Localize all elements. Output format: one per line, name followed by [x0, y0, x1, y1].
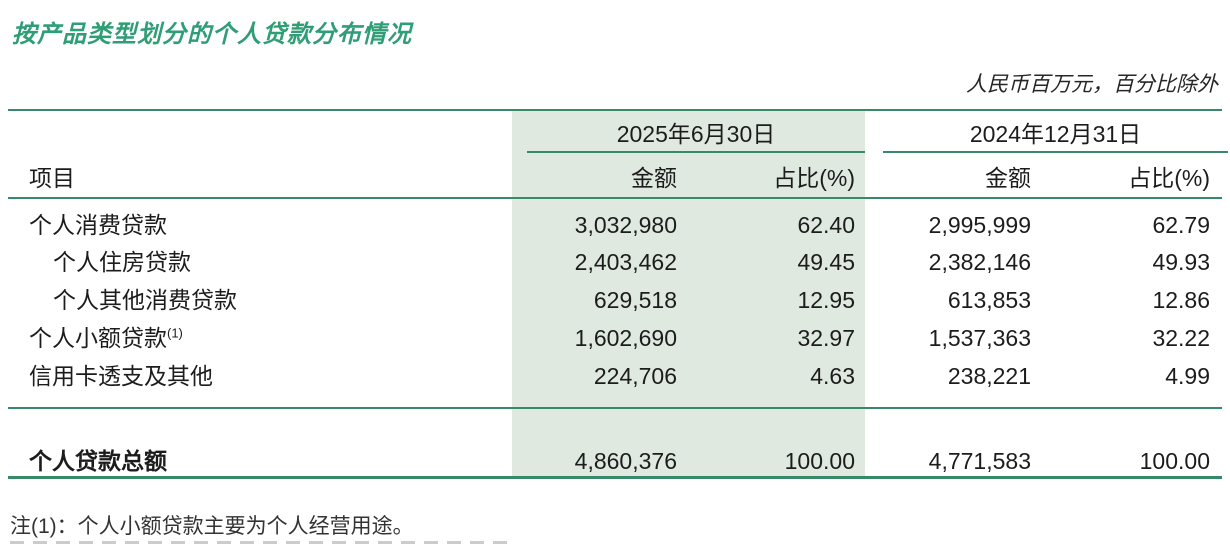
amount-cell-2024: 1,537,363: [928, 325, 1031, 351]
current-period-highlight-column: [512, 111, 865, 476]
pct-cell-2025: 49.45: [797, 249, 855, 275]
pct-cell-2024: 49.93: [1152, 249, 1210, 275]
row-label: 个人住房贷款: [53, 249, 191, 275]
pct-header-2025: 占比(%): [773, 165, 855, 191]
item-column-header: 项目: [29, 165, 75, 191]
amount-header-2025: 金额: [631, 165, 677, 191]
total-pct-cell-2024: 100.00: [1139, 448, 1210, 474]
row-label: 信用卡透支及其他: [29, 363, 213, 389]
units-note: 人民币百万元，百分比除外: [966, 73, 1218, 96]
pct-cell-2024: 12.86: [1152, 287, 1210, 313]
table-row: 个人消费贷款 3,032,980 62.40 2,995,999 62.79: [0, 206, 1230, 244]
sub-header-row: 项目 金额 占比(%) 金额 占比(%): [0, 164, 1230, 192]
pct-cell-2025: 4.63: [810, 363, 855, 389]
column-group-2025-underline: [527, 151, 865, 153]
table-row: 信用卡透支及其他 224,706 4.63 238,221 4.99: [0, 357, 1230, 395]
pct-cell-2024: 62.79: [1152, 212, 1210, 238]
row-label: 个人消费贷款: [29, 212, 167, 238]
pct-header-2024: 占比(%): [1128, 165, 1210, 191]
table-row: 个人小额贷款(1) 1,602,690 32.97 1,537,363 32.2…: [0, 319, 1230, 357]
body-bottom-rule: [8, 407, 1222, 409]
pct-cell-2025: 62.40: [797, 212, 855, 238]
amount-cell-2025: 1,602,690: [574, 325, 677, 351]
clipped-second-footnote: [10, 541, 510, 544]
amount-cell-2025: 2,403,462: [574, 249, 677, 275]
pct-cell-2024: 4.99: [1165, 363, 1210, 389]
column-group-2024: 2024年12月31日: [969, 121, 1142, 147]
total-bottom-rule: [8, 476, 1222, 479]
total-row: 个人贷款总额 4,860,376 100.00 4,771,583 100.00: [0, 442, 1230, 480]
total-amount-cell-2024: 4,771,583: [928, 448, 1031, 474]
total-row-label: 个人贷款总额: [29, 448, 167, 474]
row-label: 个人其他消费贷款: [53, 287, 237, 313]
page-title: 按产品类型划分的个人贷款分布情况: [12, 21, 412, 48]
footnote-ref-1: (1): [167, 325, 183, 341]
column-group-2024-underline: [883, 151, 1228, 153]
amount-cell-2024: 238,221: [947, 363, 1031, 389]
column-group-2025: 2025年6月30日: [616, 121, 776, 147]
pct-cell-2025: 32.97: [797, 325, 855, 351]
amount-cell-2024: 2,382,146: [928, 249, 1031, 275]
row-label: 个人小额贷款(1): [29, 325, 183, 351]
table-row: 个人住房贷款 2,403,462 49.45 2,382,146 49.93: [0, 243, 1230, 281]
amount-cell-2025: 224,706: [593, 363, 677, 389]
amount-cell-2025: 629,518: [593, 287, 677, 313]
amount-cell-2025: 3,032,980: [574, 212, 677, 238]
amount-cell-2024: 613,853: [947, 287, 1031, 313]
pct-cell-2025: 12.95: [797, 287, 855, 313]
table-top-rule: [8, 109, 1222, 111]
amount-header-2024: 金额: [985, 165, 1031, 191]
total-pct-cell-2025: 100.00: [784, 448, 855, 474]
header-bottom-rule: [8, 197, 1222, 199]
amount-cell-2024: 2,995,999: [928, 212, 1031, 238]
total-amount-cell-2025: 4,860,376: [574, 448, 677, 474]
pct-cell-2024: 32.22: [1152, 325, 1210, 351]
footnote: 注(1)：个人小额贷款主要为个人经营用途。: [10, 515, 414, 538]
table-row: 个人其他消费贷款 629,518 12.95 613,853 12.86: [0, 281, 1230, 319]
